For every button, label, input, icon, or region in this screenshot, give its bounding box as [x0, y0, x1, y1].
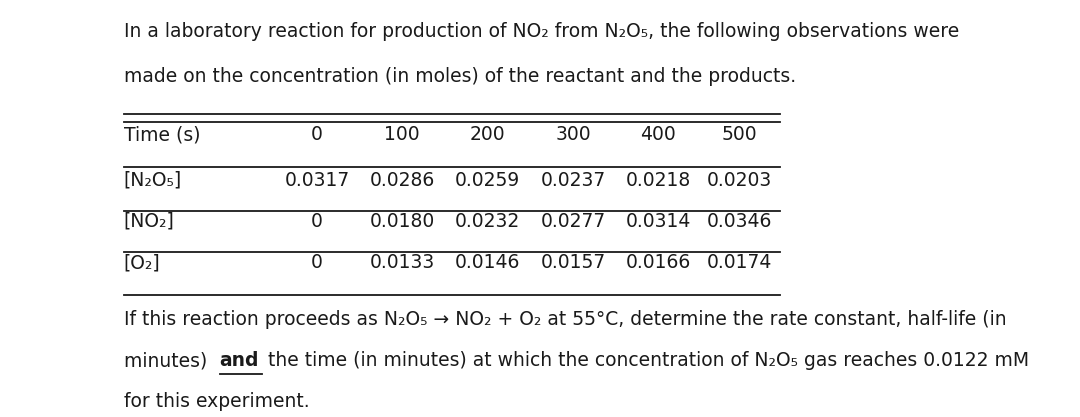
Text: 0.0232: 0.0232	[455, 212, 521, 231]
Text: 0.0277: 0.0277	[540, 212, 606, 231]
Text: made on the concentration (in moles) of the reactant and the products.: made on the concentration (in moles) of …	[124, 67, 796, 86]
Text: 0.0346: 0.0346	[706, 212, 772, 231]
Text: minutes): minutes)	[124, 351, 213, 370]
Text: 0: 0	[311, 212, 323, 231]
Text: 0.0314: 0.0314	[625, 212, 691, 231]
Text: [O₂]: [O₂]	[124, 253, 161, 272]
Text: 0: 0	[311, 126, 323, 144]
Text: 0.0286: 0.0286	[369, 171, 435, 190]
Text: 400: 400	[640, 126, 676, 144]
Text: Time (s): Time (s)	[124, 126, 200, 144]
Text: and: and	[219, 351, 259, 370]
Text: 500: 500	[721, 126, 757, 144]
Text: 0.0157: 0.0157	[540, 253, 606, 272]
Text: [N₂O₅]: [N₂O₅]	[124, 171, 183, 190]
Text: 0.0166: 0.0166	[625, 253, 691, 272]
Text: 0.0203: 0.0203	[706, 171, 772, 190]
Text: [NO₂]: [NO₂]	[124, 212, 175, 231]
Text: 0.0146: 0.0146	[455, 253, 521, 272]
Text: 0.0218: 0.0218	[625, 171, 691, 190]
Text: 100: 100	[384, 126, 420, 144]
Text: the time (in minutes) at which the concentration of N₂O₅ gas reaches 0.0122 mM: the time (in minutes) at which the conce…	[262, 351, 1029, 370]
Text: 0.0133: 0.0133	[369, 253, 435, 272]
Text: for this experiment.: for this experiment.	[124, 392, 309, 412]
Text: 0.0237: 0.0237	[540, 171, 606, 190]
Text: 0.0259: 0.0259	[455, 171, 521, 190]
Text: If this reaction proceeds as N₂O₅ → NO₂ + O₂ at 55°C, determine the rate constan: If this reaction proceeds as N₂O₅ → NO₂ …	[124, 310, 1007, 329]
Text: 0: 0	[311, 253, 323, 272]
Text: 0.0174: 0.0174	[706, 253, 772, 272]
Text: 200: 200	[470, 126, 505, 144]
Text: 0.0317: 0.0317	[284, 171, 350, 190]
Text: 0.0180: 0.0180	[369, 212, 435, 231]
Text: 300: 300	[555, 126, 591, 144]
Text: In a laboratory reaction for production of NO₂ from N₂O₅, the following observat: In a laboratory reaction for production …	[124, 22, 959, 41]
